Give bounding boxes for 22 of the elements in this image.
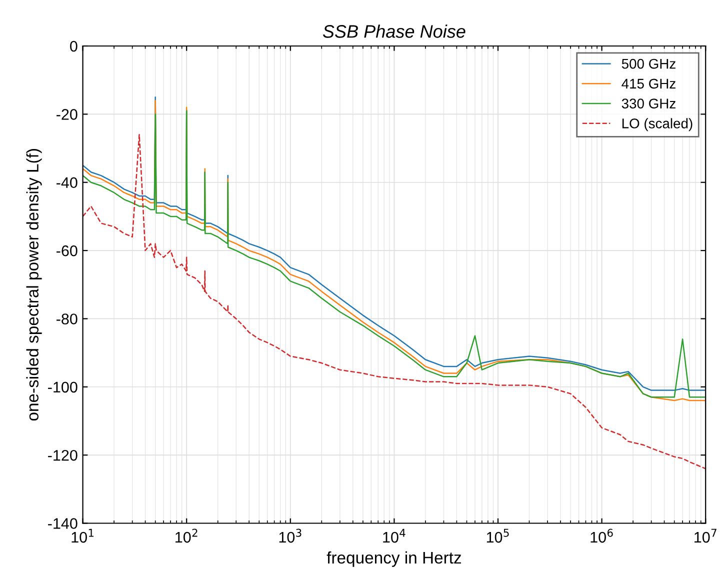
y-axis-title: one-sided spectral power density L(f) — [26, 149, 42, 421]
legend-label: 330 GHz — [622, 98, 676, 108]
x-tick-label: 10$^{6}$ — [590, 528, 613, 543]
legend-label: 500 GHz — [622, 58, 676, 69]
y-tick-label: -60 — [56, 245, 78, 256]
x-tick-label: 10$^{3}$ — [279, 528, 302, 543]
x-tick-label: 10$^{2}$ — [176, 528, 198, 543]
x-tick-label: 10$^{4}$ — [383, 528, 406, 543]
x-axis-title: frequency in Hertz — [326, 551, 461, 567]
y-tick-label: -120 — [48, 450, 78, 461]
legend-label: 415 GHz — [622, 78, 676, 89]
x-tick-label: 10$^{7}$ — [694, 528, 716, 543]
x-tick-label: 10$^{5}$ — [486, 528, 509, 543]
y-tick-label: -80 — [56, 314, 78, 324]
y-tick-label: -140 — [48, 518, 78, 529]
y-tick-label: 0 — [70, 40, 78, 52]
legend-label: LO (scaled) — [622, 118, 692, 132]
x-tick-label: 10$^{1}$ — [72, 528, 94, 543]
chart-title: SSB Phase Noise — [322, 24, 466, 38]
y-tick-label: -20 — [56, 109, 78, 120]
y-tick-label: -100 — [48, 382, 78, 393]
y-tick-label: -40 — [56, 177, 78, 188]
